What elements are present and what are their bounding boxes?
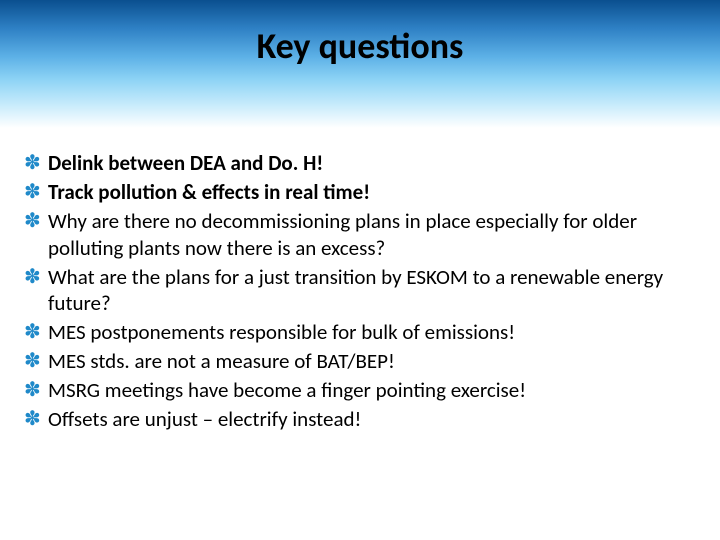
bullet-text: What are the plans for a just transition… (48, 264, 698, 318)
bullet-list: ✽ Delink between DEA and Do. H! ✽ Track … (22, 150, 698, 433)
bullet-text: Offsets are unjust – electrify instead! (48, 406, 698, 433)
bullet-text: Track pollution & effects in real time! (48, 179, 698, 206)
asterisk-icon: ✽ (22, 150, 48, 176)
asterisk-icon: ✽ (22, 377, 48, 403)
list-item: ✽ MSRG meetings have become a finger poi… (22, 377, 698, 404)
asterisk-icon: ✽ (22, 406, 48, 432)
slide: Key questions ✽ Delink between DEA and D… (0, 0, 720, 540)
bullet-text: MES postponements responsible for bulk o… (48, 319, 698, 346)
bullet-text: MSRG meetings have become a finger point… (48, 377, 698, 404)
bullet-text: Why are there no decommissioning plans i… (48, 208, 698, 262)
list-item: ✽ MES stds. are not a measure of BAT/BEP… (22, 348, 698, 375)
asterisk-icon: ✽ (22, 348, 48, 374)
slide-content: ✽ Delink between DEA and Do. H! ✽ Track … (0, 128, 720, 433)
slide-title: Key questions (257, 24, 464, 68)
bullet-text: Delink between DEA and Do. H! (48, 150, 698, 177)
asterisk-icon: ✽ (22, 319, 48, 345)
list-item: ✽ Delink between DEA and Do. H! (22, 150, 698, 177)
list-item: ✽ Offsets are unjust – electrify instead… (22, 406, 698, 433)
asterisk-icon: ✽ (22, 264, 48, 290)
bullet-text: MES stds. are not a measure of BAT/BEP! (48, 348, 698, 375)
list-item: ✽ Track pollution & effects in real time… (22, 179, 698, 206)
asterisk-icon: ✽ (22, 179, 48, 205)
list-item: ✽ Why are there no decommissioning plans… (22, 208, 698, 262)
header-band: Key questions (0, 0, 720, 128)
list-item: ✽ What are the plans for a just transiti… (22, 264, 698, 318)
list-item: ✽ MES postponements responsible for bulk… (22, 319, 698, 346)
asterisk-icon: ✽ (22, 208, 48, 234)
